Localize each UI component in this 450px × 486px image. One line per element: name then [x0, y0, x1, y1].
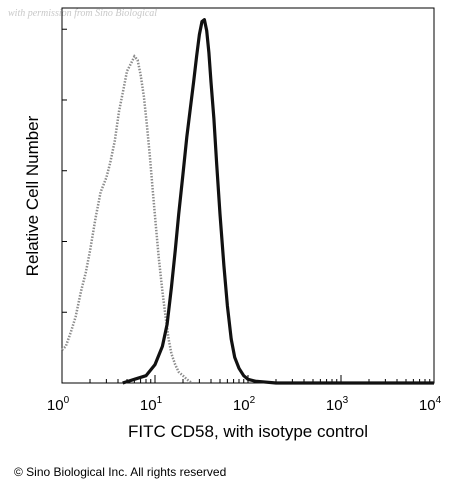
plot-area-frame — [61, 7, 435, 384]
x-tick-label: 102 — [233, 395, 256, 414]
copyright-notice: © Sino Biological Inc. All rights reserv… — [14, 465, 227, 479]
x-axis-ticks — [61, 375, 435, 383]
x-tick-label: 100 — [47, 395, 70, 414]
x-tick-label: 103 — [326, 395, 349, 414]
isotype-control-curve — [61, 54, 193, 385]
x-tick-label: 104 — [419, 395, 442, 414]
y-axis-ticks — [62, 28, 67, 313]
cd58-stained-curve — [122, 18, 434, 385]
x-axis-label: FITC CD58, with isotype control — [128, 422, 368, 441]
y-axis-label: Relative Cell Number — [23, 115, 42, 276]
x-tick-label: 101 — [140, 395, 163, 414]
watermark-text: with permission from Sino Biological — [8, 8, 157, 19]
x-tick-labels: 100 101 102 103 104 — [47, 395, 442, 414]
series-layer — [61, 18, 434, 385]
